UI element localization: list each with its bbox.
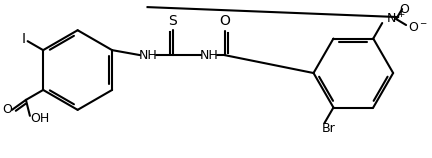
- Text: I: I: [22, 32, 25, 46]
- Text: O: O: [2, 103, 12, 116]
- Text: O: O: [219, 14, 230, 28]
- Text: S: S: [168, 14, 177, 28]
- Text: NH: NH: [139, 49, 157, 62]
- Text: OH: OH: [30, 112, 50, 125]
- Text: O$^-$: O$^-$: [408, 21, 428, 33]
- Text: NH: NH: [199, 49, 218, 62]
- Text: N$^+$: N$^+$: [386, 11, 406, 27]
- Text: Br: Br: [321, 122, 335, 136]
- Text: O: O: [399, 3, 409, 16]
